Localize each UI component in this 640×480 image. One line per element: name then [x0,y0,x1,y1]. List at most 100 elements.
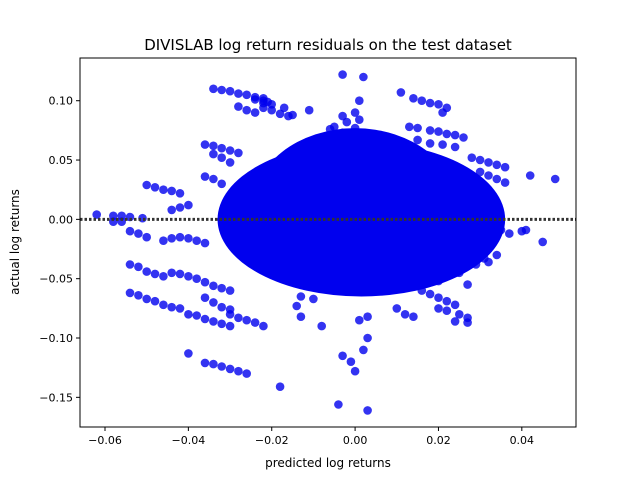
data-point [521,225,531,235]
data-point [438,108,447,117]
dense-cluster-core [251,128,459,292]
data-point [279,103,289,113]
data-point [392,304,402,313]
data-point [396,88,406,97]
data-point [450,317,460,326]
data-point [492,160,502,170]
data-point [467,153,477,162]
data-point [263,97,272,107]
data-point [234,148,243,158]
data-point [363,406,372,415]
data-point [117,217,126,226]
y-tick-label: 0.00 [49,213,74,226]
data-point [484,171,493,180]
data-point [184,349,193,358]
data-point [225,321,235,331]
data-point [109,211,118,221]
data-point [184,310,193,319]
data-point [450,300,460,310]
data-point [538,237,547,247]
data-point [225,364,235,374]
data-point [275,109,285,119]
y-axis-label: actual log returns [8,189,22,295]
data-point [234,366,243,376]
data-point [550,174,560,184]
data-point [434,304,443,313]
data-point [125,260,135,269]
data-point [500,178,510,187]
data-point [463,280,472,289]
data-point [159,185,168,194]
data-point [217,179,226,189]
data-point [134,262,143,272]
data-point [442,306,452,316]
data-point [338,128,347,137]
data-point [192,311,201,320]
data-point [296,312,306,322]
data-point [109,217,118,226]
data-point [350,123,360,133]
x-axis: −0.06 −0.04 −0.02 0.00 0.02 0.04 [88,427,534,447]
data-point [200,277,210,287]
data-point [150,269,160,279]
data-point [425,139,435,148]
data-point [209,281,218,291]
data-point [500,162,510,172]
data-point [442,272,452,281]
y-tick-label: 0.05 [49,154,74,167]
data-point [209,141,218,151]
x-tick-label: −0.04 [172,434,206,447]
data-point [217,153,226,162]
data-point [175,269,185,279]
data-point [350,366,360,376]
data-point [334,400,343,409]
data-point [442,129,452,139]
data-point [296,292,306,301]
data-point [304,105,314,115]
data-point [338,111,347,121]
data-point [242,90,251,100]
data-point [225,286,235,295]
data-point [217,302,226,312]
data-point [184,234,193,243]
data-point [492,174,502,184]
data-point [225,146,235,155]
data-point [425,289,435,299]
data-point [471,260,481,269]
data-point [192,274,201,284]
data-point [484,257,493,267]
data-point [363,333,372,343]
data-point [355,115,364,124]
data-point [496,225,506,235]
data-point [250,108,260,117]
data-point [225,310,235,319]
data-point [259,321,268,331]
data-point [455,310,464,319]
data-point [338,70,347,79]
data-point [425,126,435,135]
data-point [434,127,443,136]
data-point [167,234,176,243]
data-point [142,232,151,242]
data-point [125,212,135,222]
data-point [250,92,260,102]
plot-frame [79,57,577,428]
data-point [475,167,485,177]
data-point [359,72,368,82]
data-point [184,272,193,281]
data-point [217,283,226,293]
data-point [217,362,226,371]
data-point [442,296,452,306]
data-point [425,98,435,108]
data-point [175,304,185,313]
y-tick-label: 0.10 [49,95,74,108]
data-point [217,319,226,329]
data-point [200,293,210,303]
data-point [200,238,210,248]
x-tick-label: −0.06 [88,434,122,447]
data-point [355,315,364,325]
data-point [350,108,360,117]
data-point [200,358,210,368]
data-point [317,321,327,331]
